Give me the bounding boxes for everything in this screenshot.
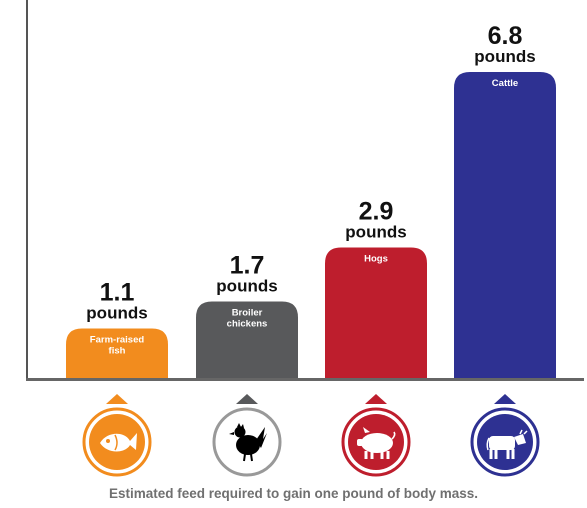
chicken-icon — [212, 394, 282, 477]
bar-cattle — [454, 72, 556, 378]
bar-category-label: Cattle — [492, 78, 518, 89]
bar-category-label: fish — [109, 346, 126, 357]
data-label-unit: pounds — [216, 277, 277, 296]
data-label-unit: pounds — [474, 47, 535, 66]
fish-icon — [82, 394, 152, 477]
bar-category-label: chickens — [227, 319, 268, 330]
bar-farm-raised-fish — [66, 328, 168, 378]
pig-icon — [341, 394, 411, 477]
data-label-value: 1.7 — [230, 252, 265, 280]
data-label-value: 1.1 — [100, 279, 135, 307]
bar-category-label: Farm-raised — [90, 335, 145, 346]
cow-icon — [470, 394, 540, 477]
data-label-value: 2.9 — [359, 198, 394, 226]
data-label-value: 6.8 — [488, 22, 523, 50]
bar-category-label: Hogs — [364, 254, 388, 265]
bar-category-label: Broiler — [232, 308, 263, 319]
data-label-unit: pounds — [345, 223, 406, 242]
chart-caption: Estimated feed required to gain one poun… — [108, 486, 479, 501]
data-label-unit: pounds — [86, 304, 147, 323]
bar-broiler-chickens — [196, 301, 298, 378]
bar-hogs — [325, 247, 427, 378]
icons-group — [82, 394, 540, 477]
